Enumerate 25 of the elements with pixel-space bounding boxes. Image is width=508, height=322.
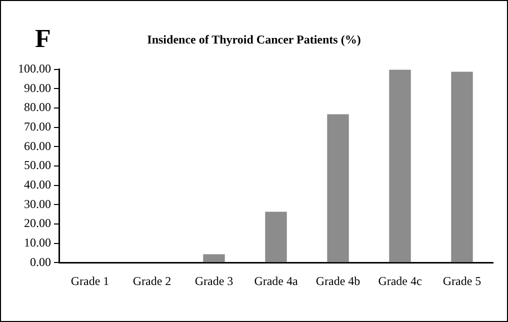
- bar: [265, 212, 287, 262]
- y-tick-label: 50.00: [24, 158, 51, 172]
- y-tick-label: 80.00: [24, 100, 51, 114]
- bar: [451, 72, 473, 262]
- y-tick-label: 20.00: [24, 216, 51, 230]
- x-tick-label: Grade 1: [70, 274, 110, 288]
- x-tick-label: Grade 4a: [254, 274, 298, 288]
- y-tick-label: 0.00: [30, 254, 51, 269]
- y-tick-label: 40.00: [24, 177, 51, 192]
- x-tick-label: Grade 5: [442, 274, 482, 288]
- y-tick-label: 10.00: [24, 235, 51, 250]
- text: F: [35, 24, 51, 53]
- y-tick-label: 90.00: [24, 80, 51, 95]
- x-tick-label: Grade 2: [132, 274, 172, 288]
- y-tick-label: 100.00: [18, 62, 51, 76]
- bar: [203, 254, 225, 262]
- x-tick-label: Grade 4c: [378, 274, 422, 288]
- y-tick-label: 70.00: [24, 120, 51, 134]
- x-tick-label: Grade 4b: [316, 274, 360, 288]
- y-tick-label: 60.00: [24, 138, 51, 153]
- y-tick-label: 30.00: [24, 196, 51, 211]
- x-tick-label: Grade 3: [194, 274, 234, 288]
- chart-title: Insidence of Thyroid Cancer Patients (%): [147, 32, 361, 46]
- bar: [327, 114, 349, 262]
- bar: [389, 70, 411, 262]
